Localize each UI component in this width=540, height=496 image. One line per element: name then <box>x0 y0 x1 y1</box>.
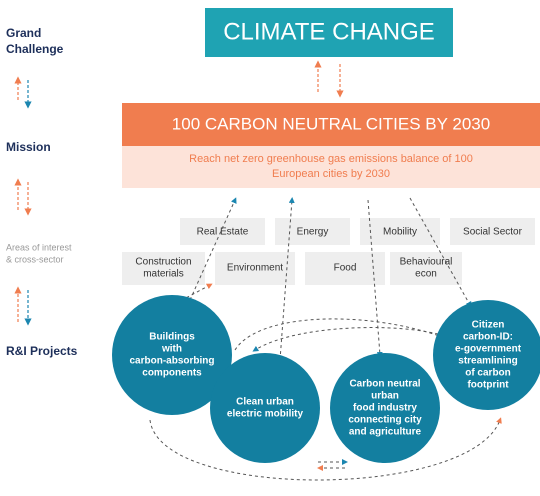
project-label: electric mobility <box>227 409 304 420</box>
area-label: Social Sector <box>463 227 523 238</box>
project-label: Carbon neutral <box>349 379 420 390</box>
project-label: e-government <box>455 344 522 355</box>
challenge-box <box>205 8 453 57</box>
project-label: Citizen <box>472 320 505 331</box>
mission-desc-box <box>122 146 540 188</box>
area-box <box>450 218 535 245</box>
area-label: Real Estate <box>197 227 249 238</box>
project-label: streamlining <box>458 356 517 367</box>
project-circle <box>210 353 320 463</box>
area-label: Behavioural <box>400 257 453 268</box>
area-box <box>360 218 440 245</box>
level-label: Grand <box>6 26 41 40</box>
project-label: Clean urban <box>236 397 294 408</box>
level-label: Challenge <box>6 42 64 56</box>
project-label: food industry <box>353 403 417 414</box>
project-label: connecting city <box>348 415 422 426</box>
project-label: components <box>142 368 202 379</box>
area-label: Environment <box>227 263 283 274</box>
project-label: carbon-absorbing <box>129 356 214 367</box>
area-label: Construction <box>135 257 191 268</box>
area-label: Mobility <box>383 227 417 238</box>
area-box <box>275 218 350 245</box>
project-circle <box>433 300 540 410</box>
project-circle <box>112 295 232 415</box>
project-label: urban <box>371 391 399 402</box>
area-label: Food <box>334 263 357 274</box>
challenge-arrows <box>314 60 344 98</box>
area-box <box>180 218 265 245</box>
level-label: Mission <box>6 140 51 154</box>
area-label: materials <box>143 269 184 280</box>
project-label: footprint <box>467 380 509 391</box>
level-label: & cross-sector <box>6 254 64 264</box>
level-label: R&I Projects <box>6 344 78 358</box>
area-box <box>390 252 462 285</box>
mission-box <box>122 103 540 146</box>
area-box <box>122 252 205 285</box>
mission-description: European cities by 2030 <box>272 168 390 180</box>
area-label: Energy <box>297 227 329 238</box>
challenge: CLIMATE CHANGE <box>223 18 435 45</box>
mission-title: 100 CARBON NEUTRAL CITIES BY 2030 <box>172 114 490 133</box>
project-label: carbon-ID: <box>463 332 513 343</box>
project-label: Buildings <box>149 332 195 343</box>
project-label: of carbon <box>465 368 511 379</box>
mission-description: Reach net zero greenhouse gas emissions … <box>189 153 473 165</box>
project-label: and agriculture <box>349 427 422 438</box>
area-box <box>305 252 385 285</box>
level-arrows <box>14 76 32 326</box>
area-label: econ <box>415 269 437 280</box>
area-box <box>215 252 295 285</box>
project-label: with <box>161 344 182 355</box>
project-circle <box>330 353 440 463</box>
links <box>149 197 502 481</box>
level-label: Areas of interest <box>6 242 72 252</box>
